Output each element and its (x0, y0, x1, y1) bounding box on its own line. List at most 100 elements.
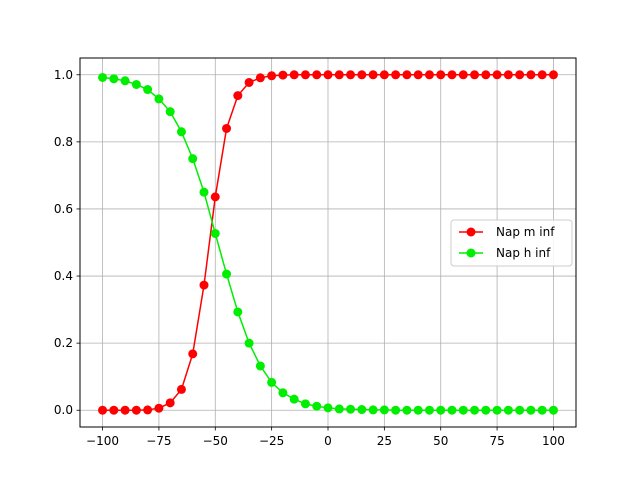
data-point-series-0 (548, 70, 558, 80)
x-tick-label: 0 (324, 434, 332, 448)
data-point-series-1 (481, 405, 491, 415)
data-point-series-1 (199, 187, 209, 197)
legend-label-series-0: Nap m inf (496, 225, 555, 239)
legend-marker-series-1 (466, 248, 476, 258)
data-point-series-0 (537, 70, 547, 80)
x-tick-label: 50 (433, 434, 448, 448)
legend-marker-series-0 (466, 227, 476, 237)
data-point-series-1 (233, 307, 243, 317)
data-point-series-1 (120, 76, 130, 86)
y-tick-label: 0.2 (54, 336, 73, 350)
data-point-series-0 (323, 70, 333, 80)
data-point-series-0 (515, 70, 525, 80)
data-point-series-0 (165, 398, 175, 408)
data-point-series-1 (255, 361, 265, 371)
data-point-series-1 (143, 85, 153, 95)
data-point-series-0 (413, 70, 423, 80)
data-point-series-1 (334, 404, 344, 414)
y-tick-label: 0.4 (54, 269, 73, 283)
x-tick-label: 100 (542, 434, 565, 448)
data-point-series-1 (131, 80, 141, 90)
series-1 (98, 72, 558, 415)
data-point-series-0 (470, 70, 480, 80)
legend-label-series-1: Nap h inf (496, 246, 551, 260)
x-tick-label: 25 (377, 434, 392, 448)
data-point-series-0 (447, 70, 457, 80)
data-point-series-0 (188, 349, 198, 359)
legend: Nap m inf Nap h inf (450, 219, 573, 267)
data-point-series-0 (526, 70, 536, 80)
data-point-series-0 (176, 384, 186, 394)
data-point-series-0 (368, 70, 378, 80)
data-point-series-1 (109, 74, 119, 84)
data-point-series-0 (391, 70, 401, 80)
data-point-series-0 (424, 70, 434, 80)
x-tick-label: −50 (203, 434, 228, 448)
data-point-series-0 (154, 403, 164, 413)
data-point-series-1 (267, 377, 277, 387)
data-point-series-1 (210, 228, 220, 238)
data-point-series-0 (199, 280, 209, 290)
data-point-series-0 (255, 73, 265, 83)
data-point-series-1 (402, 405, 412, 415)
data-point-series-0 (143, 405, 153, 415)
data-point-series-1 (526, 405, 536, 415)
data-point-series-1 (436, 405, 446, 415)
x-tick-label: −75 (146, 434, 171, 448)
data-point-series-0 (278, 70, 288, 80)
data-point-series-1 (278, 388, 288, 398)
data-point-series-0 (131, 405, 141, 415)
data-point-series-1 (413, 405, 423, 415)
axes: −100 −75 −50 −25 0 25 50 75 100 0.0 0.2 0.4 0.6 0.8 1.… (54, 68, 565, 448)
data-point-series-0 (244, 77, 254, 87)
data-point-series-1 (447, 405, 457, 415)
series-layer (98, 70, 558, 415)
series-0 (98, 70, 558, 415)
data-point-series-0 (481, 70, 491, 80)
y-tick-label: 0.8 (54, 135, 73, 149)
data-point-series-0 (98, 405, 108, 415)
data-point-series-0 (402, 70, 412, 80)
data-point-series-0 (300, 70, 310, 80)
x-tick-label: 75 (489, 434, 504, 448)
data-point-series-0 (436, 70, 446, 80)
data-point-series-1 (379, 405, 389, 415)
data-point-series-1 (357, 405, 367, 415)
data-point-series-0 (120, 405, 130, 415)
data-point-series-1 (368, 405, 378, 415)
data-point-series-0 (233, 91, 243, 101)
data-point-series-1 (289, 394, 299, 404)
data-point-series-1 (222, 269, 232, 279)
y-tick-label: 0.0 (54, 403, 73, 417)
data-point-series-1 (154, 94, 164, 104)
data-point-series-1 (312, 401, 322, 411)
x-tick-label: −25 (259, 434, 284, 448)
data-point-series-0 (109, 405, 119, 415)
data-point-series-1 (244, 338, 254, 348)
data-point-series-1 (492, 405, 502, 415)
data-point-series-1 (300, 399, 310, 409)
data-point-series-0 (289, 70, 299, 80)
data-point-series-1 (470, 405, 480, 415)
data-point-series-1 (548, 405, 558, 415)
data-point-series-0 (312, 70, 322, 80)
data-point-series-0 (222, 123, 232, 133)
data-point-series-0 (458, 70, 468, 80)
data-point-series-0 (210, 192, 220, 202)
data-point-series-1 (346, 404, 356, 414)
data-point-series-1 (323, 403, 333, 413)
data-point-series-1 (503, 405, 513, 415)
data-point-series-1 (165, 107, 175, 117)
data-point-series-1 (515, 405, 525, 415)
data-point-series-1 (176, 127, 186, 137)
data-point-series-1 (188, 154, 198, 164)
data-point-series-1 (391, 405, 401, 415)
data-point-series-0 (357, 70, 367, 80)
data-point-series-0 (334, 70, 344, 80)
x-tick-label: −100 (86, 434, 119, 448)
data-point-series-1 (537, 405, 547, 415)
data-point-series-0 (346, 70, 356, 80)
data-point-series-1 (424, 405, 434, 415)
data-point-series-0 (379, 70, 389, 80)
